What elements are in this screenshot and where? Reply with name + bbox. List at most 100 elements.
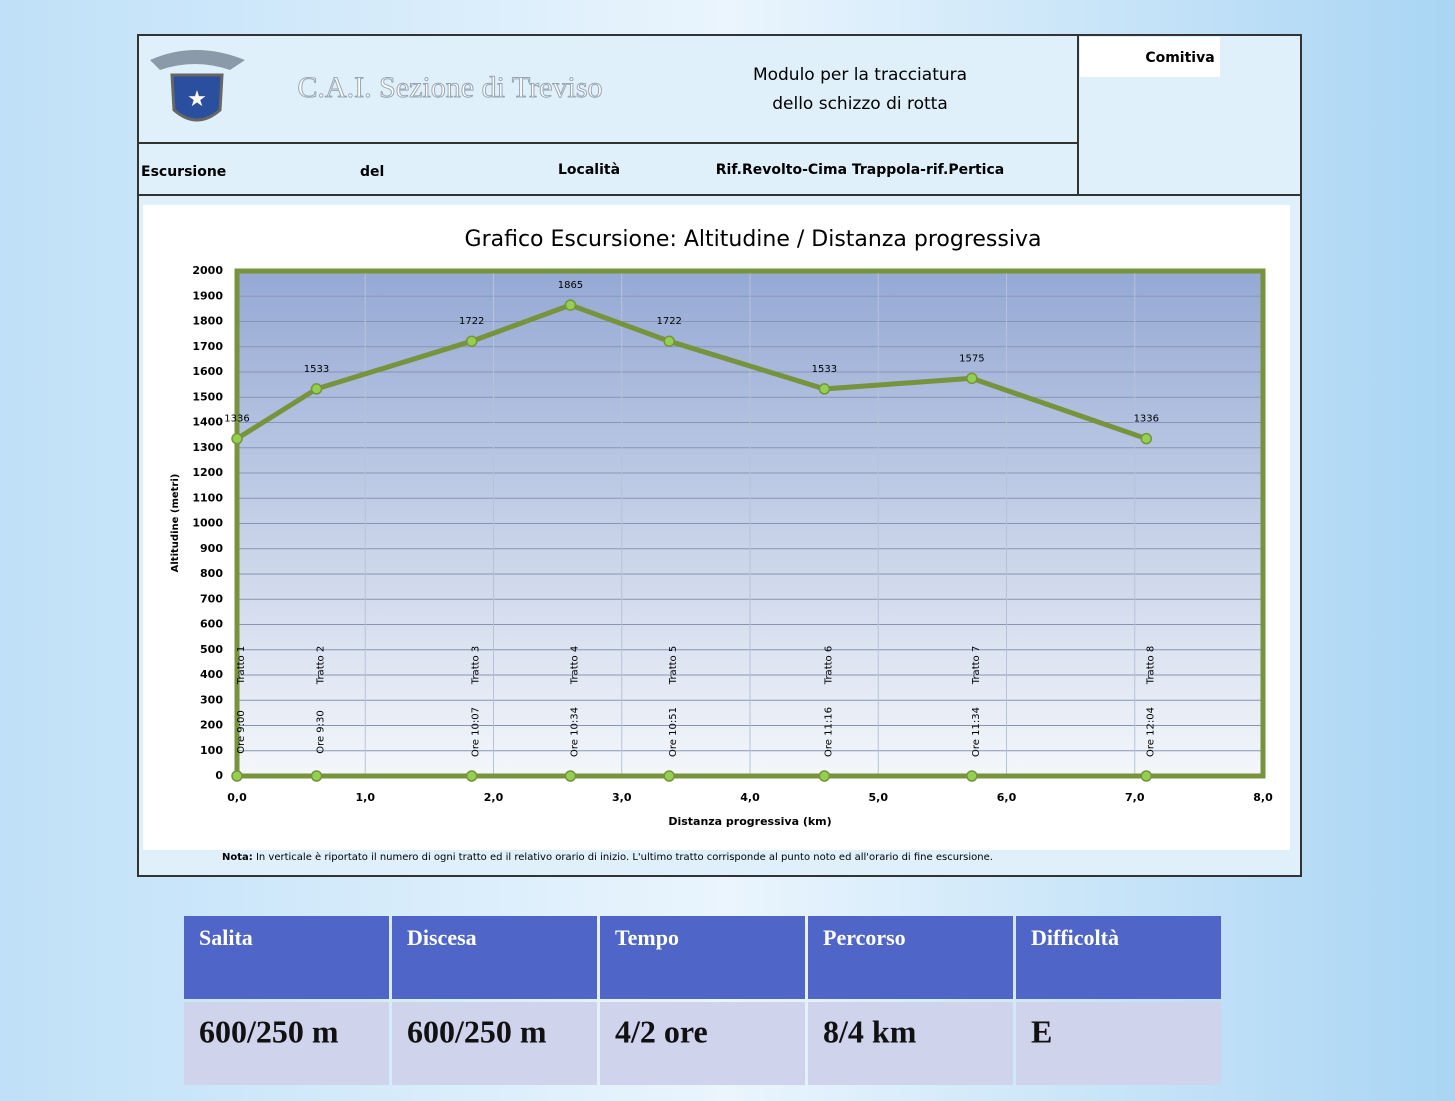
- y-axis-title: Altitudine (metri): [170, 474, 181, 573]
- segment-label: Tratto 1: [236, 646, 247, 685]
- table-cell-text: 600/250 m: [407, 1013, 547, 1049]
- form-title: dello schizzo di rotta: [772, 94, 948, 114]
- note-label: Nota:: [222, 852, 253, 863]
- localita-value: Rif.Revolto-Cima Trappola-rif.Pertica: [716, 162, 1004, 178]
- table-header-text: Percorso: [823, 925, 906, 950]
- time-label: Ore 9:30: [316, 710, 327, 754]
- time-label: Ore 11:16: [823, 707, 834, 757]
- marker: [966, 372, 978, 385]
- y-tick-label: 1000: [192, 517, 223, 530]
- y-tick-label: 600: [200, 618, 223, 631]
- note-text: In verticale è riportato il numero di og…: [253, 851, 993, 863]
- y-tick-label: 1500: [192, 390, 223, 403]
- y-tick-label: 100: [200, 744, 223, 757]
- table-header-cell: [600, 916, 805, 999]
- x-tick-label: 2,0: [484, 791, 504, 804]
- x-tick-label: 7,0: [1125, 791, 1145, 804]
- table-cell-text: 8/4 km: [823, 1013, 917, 1049]
- table-header-cell: [1016, 916, 1221, 999]
- y-tick-label: 1700: [192, 340, 223, 353]
- table-header-text: Difficoltà: [1031, 925, 1119, 950]
- marker: [966, 770, 978, 782]
- segment-label: Tratto 4: [569, 646, 580, 685]
- table-cell: [600, 1002, 805, 1085]
- organization: C.A.I. Sezione di Treviso: [297, 71, 602, 104]
- table-header-text: Tempo: [615, 925, 679, 950]
- logo: ★: [150, 50, 245, 122]
- comitiva-cell: [1080, 37, 1220, 77]
- table-cell-text: 600/250 m: [199, 1013, 339, 1049]
- x-tick-label: 4,0: [740, 791, 760, 804]
- time-label: Ore 11:34: [971, 707, 982, 757]
- y-tick-label: 200: [200, 719, 223, 732]
- note: Nota: In verticale è riportato il numero…: [222, 851, 993, 863]
- data-label: 1865: [558, 280, 583, 291]
- table-cell-text: 4/2 ore: [615, 1013, 708, 1049]
- marker: [310, 770, 323, 782]
- marker: [663, 335, 675, 347]
- data-label: 1722: [656, 316, 681, 327]
- y-tick-label: 1100: [192, 491, 223, 504]
- table-header-text: Salita: [199, 925, 253, 950]
- y-tick-label: 1400: [192, 416, 223, 429]
- y-tick-label: 1900: [192, 289, 223, 302]
- time-label: Ore 12:04: [1145, 707, 1156, 757]
- time-label: Ore 10:07: [471, 707, 482, 757]
- data-label: 1533: [812, 364, 837, 375]
- marker: [564, 770, 577, 782]
- x-axis-title: Distanza progressiva (km): [668, 815, 831, 828]
- marker: [564, 299, 577, 311]
- segment-label: Tratto 6: [823, 646, 834, 685]
- x-tick-label: 0,0: [227, 791, 247, 804]
- x-tick-label: 8,0: [1253, 791, 1273, 804]
- y-tick-label: 1300: [192, 441, 223, 454]
- y-tick-label: 500: [200, 643, 223, 656]
- chart-title: Grafico Escursione: Altitudine / Distanz…: [465, 227, 1042, 252]
- marker: [1140, 770, 1153, 782]
- table-header-cell: [184, 916, 389, 999]
- x-tick-label: 6,0: [997, 791, 1017, 804]
- y-tick-label: 1800: [192, 315, 223, 328]
- data-label: 1336: [1134, 414, 1159, 425]
- del-label: del: [360, 164, 384, 180]
- marker: [465, 770, 478, 782]
- data-label: 1575: [959, 353, 984, 364]
- x-tick-label: 5,0: [869, 791, 889, 804]
- segment-label: Tratto 5: [668, 646, 679, 685]
- table-cell-text: E: [1031, 1013, 1052, 1049]
- comitiva-label: Comitiva: [1145, 50, 1214, 66]
- time-label: Ore 10:51: [668, 707, 679, 757]
- marker: [818, 770, 831, 782]
- table-header-cell: [808, 916, 1013, 999]
- y-tick-label: 1200: [192, 466, 223, 479]
- y-tick-label: 700: [200, 592, 223, 605]
- y-tick-label: 900: [200, 542, 223, 555]
- table-cell: [808, 1002, 1013, 1085]
- marker: [231, 770, 243, 782]
- marker: [818, 383, 831, 395]
- y-tick-label: 0: [215, 769, 223, 782]
- table-cell: [1016, 1002, 1221, 1085]
- marker: [1140, 432, 1153, 445]
- segment-label: Tratto 3: [471, 646, 482, 685]
- table-cell: [392, 1002, 597, 1085]
- marker: [231, 432, 243, 445]
- time-label: Ore 9:00: [236, 710, 247, 754]
- data-label: 1336: [224, 414, 249, 425]
- svg-text:★: ★: [187, 87, 207, 112]
- x-tick-label: 3,0: [612, 791, 632, 804]
- table-header-text: Discesa: [407, 925, 477, 950]
- localita-label: Località: [558, 162, 620, 178]
- data-label: 1722: [459, 316, 484, 327]
- marker: [465, 335, 478, 347]
- y-tick-label: 800: [200, 567, 223, 580]
- series-line: [235, 302, 1148, 442]
- y-tick-label: 400: [200, 668, 223, 681]
- form-title: Modulo per la tracciatura: [753, 65, 967, 85]
- marker: [663, 770, 675, 782]
- segment-label: Tratto 2: [316, 646, 327, 685]
- marker: [310, 383, 323, 395]
- escursione-label: Escursione: [141, 164, 226, 180]
